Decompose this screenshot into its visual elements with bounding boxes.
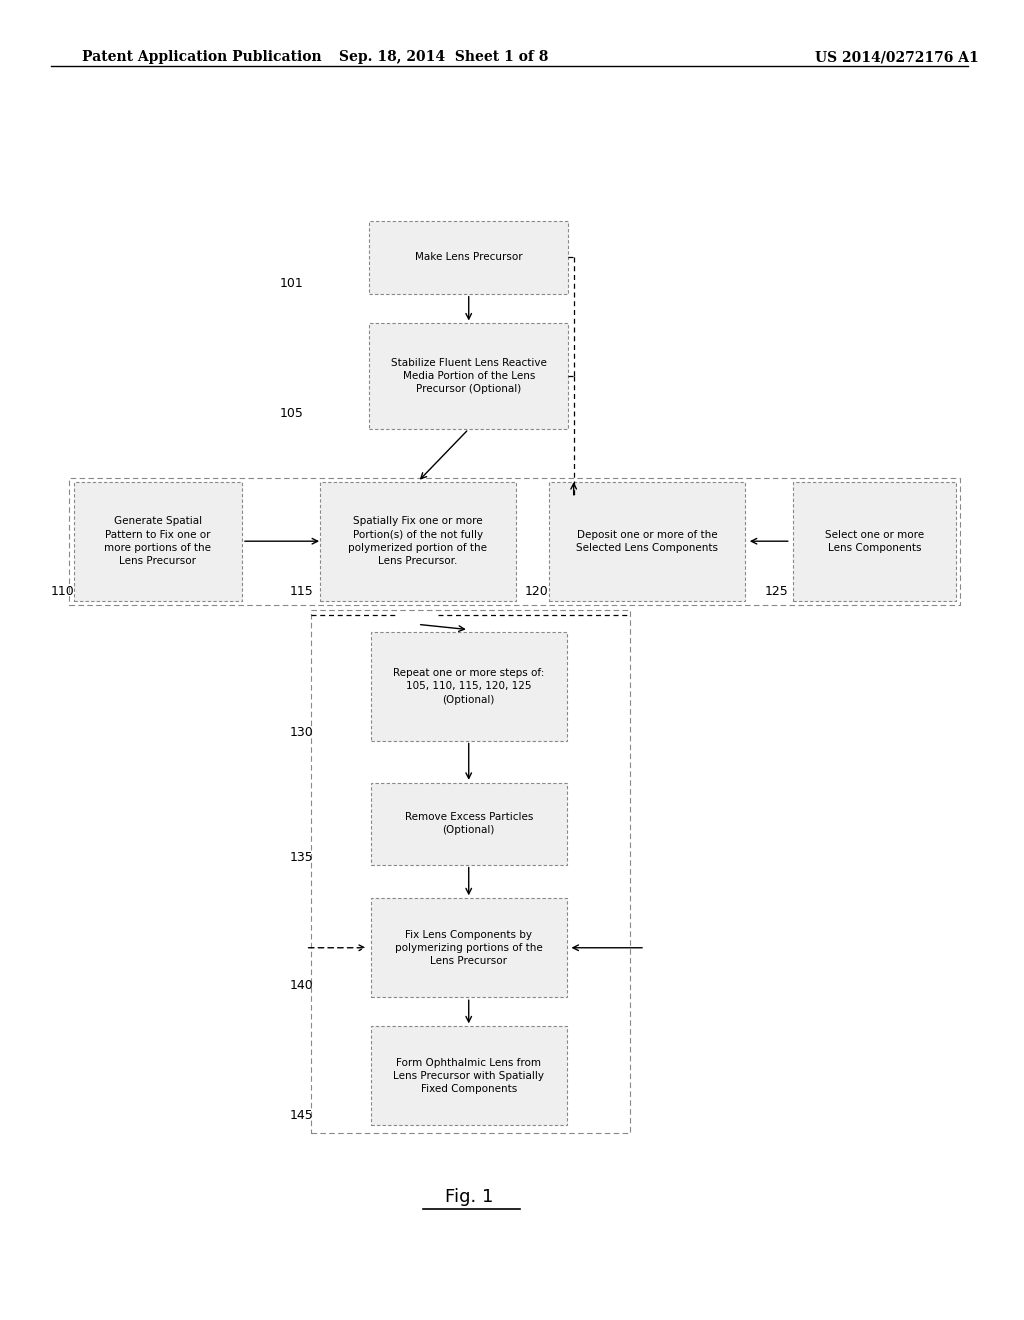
Text: Form Ophthalmic Lens from
Lens Precursor with Spatially
Fixed Components: Form Ophthalmic Lens from Lens Precursor… (393, 1057, 544, 1094)
Text: Fig. 1: Fig. 1 (444, 1188, 493, 1206)
Text: 135: 135 (290, 851, 313, 865)
Text: 140: 140 (290, 979, 313, 993)
Text: Remove Excess Particles
(Optional): Remove Excess Particles (Optional) (404, 812, 532, 836)
Text: US 2014/0272176 A1: US 2014/0272176 A1 (815, 50, 979, 65)
Text: 120: 120 (524, 585, 548, 598)
Bar (371, 1027, 566, 1125)
Bar (319, 482, 516, 601)
Text: Select one or more
Lens Components: Select one or more Lens Components (824, 529, 924, 553)
Text: Spatially Fix one or more
Portion(s) of the not fully
polymerized portion of the: Spatially Fix one or more Portion(s) of … (348, 516, 487, 566)
Bar (370, 323, 568, 429)
Text: 101: 101 (280, 277, 304, 290)
Bar (74, 482, 242, 601)
Text: Make Lens Precursor: Make Lens Precursor (415, 252, 522, 263)
Text: 125: 125 (765, 585, 788, 598)
Bar (549, 482, 744, 601)
Text: Sep. 18, 2014  Sheet 1 of 8: Sep. 18, 2014 Sheet 1 of 8 (339, 50, 548, 65)
Bar (793, 482, 955, 601)
Text: Generate Spatial
Pattern to Fix one or
more portions of the
Lens Precursor: Generate Spatial Pattern to Fix one or m… (104, 516, 211, 566)
Text: 110: 110 (50, 585, 75, 598)
Bar (371, 898, 566, 998)
Text: Stabilize Fluent Lens Reactive
Media Portion of the Lens
Precursor (Optional): Stabilize Fluent Lens Reactive Media Por… (391, 358, 547, 395)
Bar (371, 632, 566, 741)
Text: Patent Application Publication: Patent Application Publication (82, 50, 322, 65)
Bar (70, 478, 959, 605)
Text: Fix Lens Components by
polymerizing portions of the
Lens Precursor: Fix Lens Components by polymerizing port… (395, 929, 543, 966)
Text: 105: 105 (280, 407, 304, 420)
Text: 130: 130 (290, 726, 313, 739)
Text: Deposit one or more of the
Selected Lens Components: Deposit one or more of the Selected Lens… (577, 529, 718, 553)
Text: 115: 115 (290, 585, 313, 598)
Text: 145: 145 (290, 1109, 313, 1122)
Bar (311, 610, 630, 1133)
Bar (370, 220, 568, 294)
Text: Repeat one or more steps of:
105, 110, 115, 120, 125
(Optional): Repeat one or more steps of: 105, 110, 1… (393, 668, 545, 705)
Bar (371, 783, 566, 865)
